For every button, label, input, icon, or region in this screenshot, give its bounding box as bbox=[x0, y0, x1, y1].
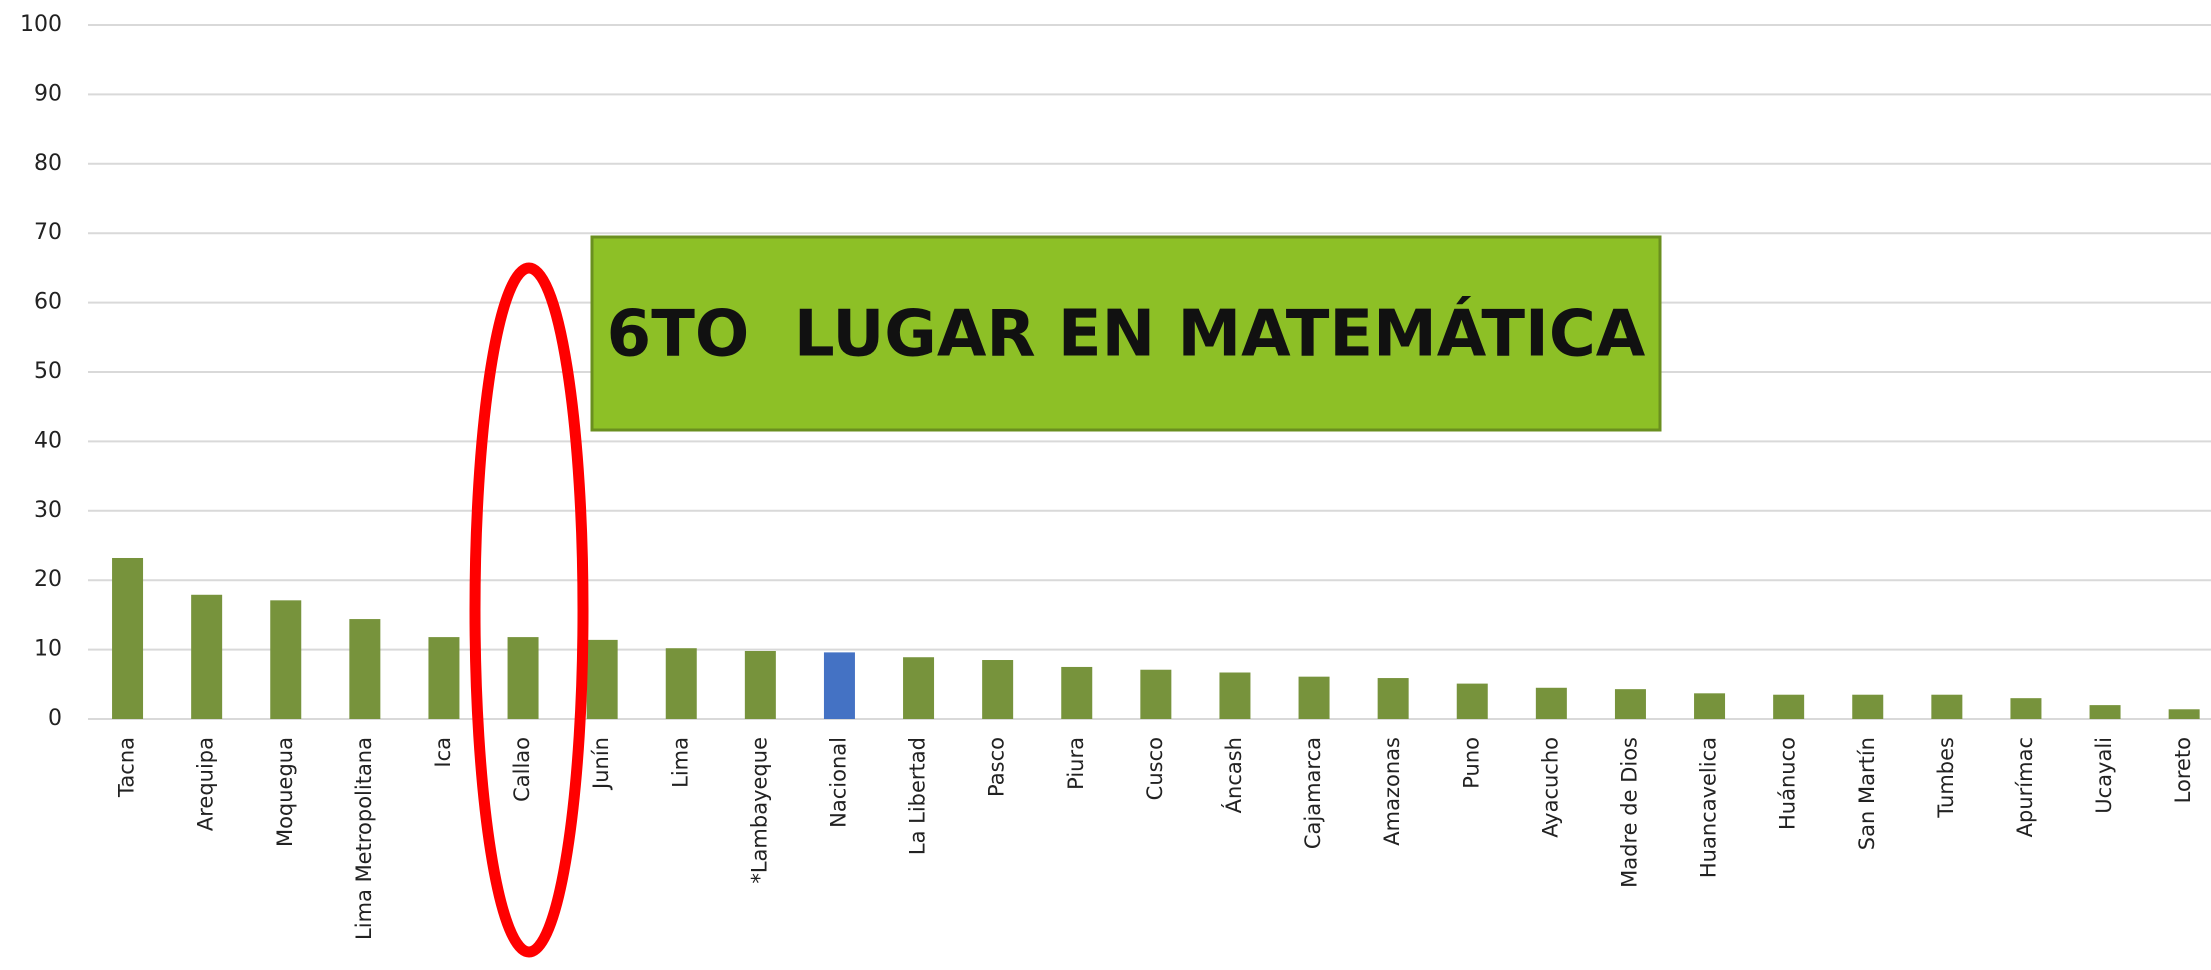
x-tick-label: Lima bbox=[668, 737, 692, 788]
y-tick-label: 60 bbox=[34, 290, 62, 315]
x-tick-label: *Lambayeque bbox=[747, 737, 771, 884]
x-tick-label: Tacna bbox=[115, 737, 139, 798]
y-tick-label: 10 bbox=[34, 637, 62, 662]
y-tick-label: 70 bbox=[34, 220, 62, 245]
bar bbox=[982, 660, 1014, 719]
bar bbox=[1140, 669, 1172, 719]
x-tick-label: Madre de Dios bbox=[1617, 737, 1641, 888]
x-tick-label: Puno bbox=[1459, 737, 1483, 789]
bar bbox=[2089, 705, 2121, 719]
x-tick-label: Loreto bbox=[2171, 737, 2195, 803]
bar bbox=[665, 648, 697, 719]
y-tick-label: 90 bbox=[34, 81, 62, 106]
bar bbox=[1298, 676, 1330, 719]
x-tick-label: San Martín bbox=[1855, 737, 1879, 850]
y-tick-label: 0 bbox=[48, 706, 62, 731]
x-tick-label: Callao bbox=[510, 737, 534, 802]
x-tick-label: Nacional bbox=[826, 737, 850, 828]
y-tick-label: 30 bbox=[34, 498, 62, 523]
bar bbox=[1773, 694, 1805, 719]
x-tick-label: Cusco bbox=[1143, 737, 1167, 800]
y-tick-label: 20 bbox=[34, 567, 62, 592]
x-tick-label: La Libertad bbox=[906, 737, 930, 855]
y-tick-label: 80 bbox=[34, 151, 62, 176]
bar bbox=[744, 650, 776, 719]
x-tick-label: Piura bbox=[1064, 737, 1088, 790]
bar bbox=[1535, 687, 1567, 719]
bar bbox=[270, 600, 302, 719]
x-tick-label: Áncash bbox=[1221, 737, 1246, 813]
bar bbox=[1931, 694, 1963, 719]
x-tick-label: Moquegua bbox=[273, 737, 297, 847]
bar bbox=[1852, 694, 1884, 719]
bar bbox=[1377, 678, 1409, 719]
y-tick-label: 100 bbox=[20, 12, 62, 37]
bar bbox=[586, 639, 618, 719]
x-tick-label: Arequipa bbox=[194, 737, 218, 831]
bar bbox=[507, 637, 539, 719]
bar bbox=[1219, 672, 1251, 719]
bar bbox=[903, 657, 935, 719]
x-tick-label: Ucayali bbox=[2092, 737, 2116, 814]
bar bbox=[823, 652, 855, 719]
y-tick-label: 40 bbox=[34, 428, 62, 453]
bar bbox=[2010, 698, 2042, 719]
x-tick-label: Cajamarca bbox=[1301, 737, 1325, 849]
bar bbox=[191, 594, 223, 719]
annotation-box bbox=[590, 235, 1662, 432]
bar bbox=[349, 619, 381, 719]
x-tick-label: Amazonas bbox=[1380, 737, 1404, 846]
x-tick-label: Apurímac bbox=[2013, 737, 2037, 837]
bar bbox=[1061, 666, 1093, 719]
x-tick-label: Huánuco bbox=[1776, 737, 1800, 830]
bar bbox=[428, 637, 460, 719]
x-tick-label: Pasco bbox=[985, 737, 1009, 797]
x-tick-label: Junín bbox=[589, 737, 613, 791]
x-tick-label: Ica bbox=[431, 737, 455, 768]
bar bbox=[112, 557, 144, 719]
x-tick-label: Ayacucho bbox=[1538, 737, 1562, 838]
x-tick-label: Lima Metropolitana bbox=[352, 737, 376, 940]
bar bbox=[1694, 693, 1726, 719]
bar bbox=[1456, 683, 1488, 719]
annotation: 6TO LUGAR EN MATEMÁTICA bbox=[607, 296, 1646, 372]
x-tick-label: Huancavelica bbox=[1697, 737, 1721, 878]
highlight-ellipse bbox=[469, 262, 589, 958]
bar bbox=[2168, 709, 2200, 719]
x-tick-label: Tumbes bbox=[1934, 737, 1958, 819]
y-tick-label: 50 bbox=[34, 359, 62, 384]
bar bbox=[1614, 689, 1646, 719]
plot-area: 0 10 20 30 40 50 60 70 80 90 100 Tacna Arequipa Moque… bbox=[20, 12, 2211, 940]
